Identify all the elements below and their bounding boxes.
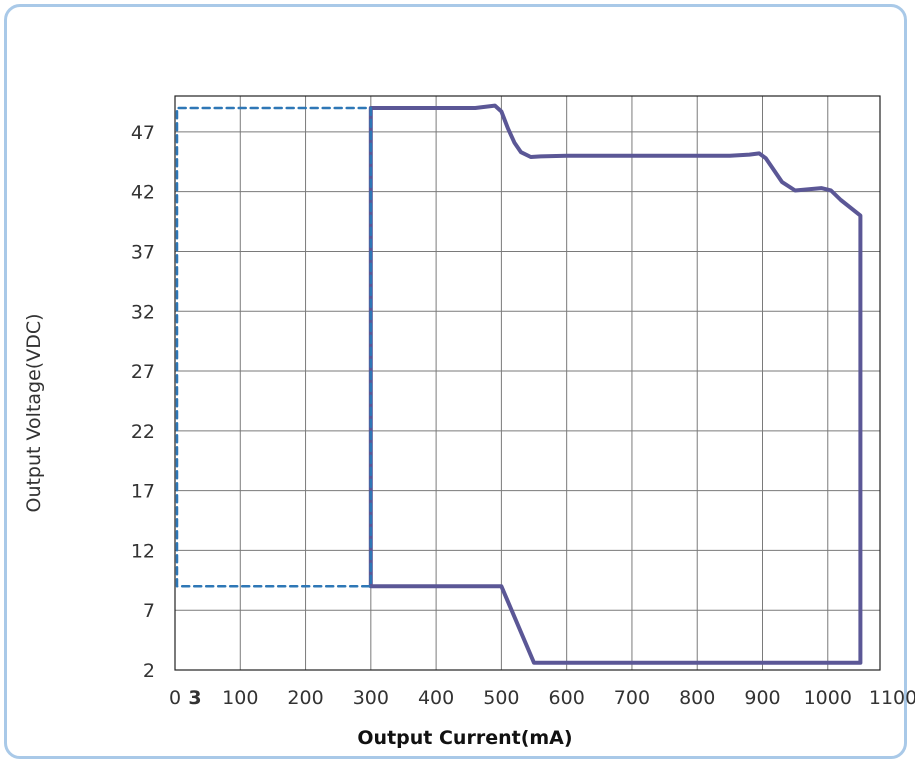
x-tick-label: 500 — [483, 687, 519, 709]
x-tick-labels: 0 100 200 300 400 500 600 700 800 900 1000 1100 3 — [169, 687, 915, 709]
y-tick-label: 2 — [143, 660, 155, 682]
y-tick-label: 7 — [143, 600, 155, 622]
x-tick-label: 0 — [169, 687, 181, 709]
x-extra-tick-label: 3 — [188, 687, 201, 709]
y-tick-label: 42 — [131, 182, 155, 204]
y-tick-label: 22 — [131, 421, 155, 443]
y-tick-label: 32 — [131, 301, 155, 323]
y-tick-label: 47 — [131, 122, 155, 144]
x-tick-label: 200 — [287, 687, 323, 709]
x-tick-label: 300 — [353, 687, 389, 709]
x-tick-label: 1000 — [804, 687, 852, 709]
y-tick-label: 37 — [131, 241, 155, 263]
grid — [174, 96, 880, 671]
series-group — [175, 103, 863, 665]
x-tick-label: 400 — [418, 687, 454, 709]
x-axis-title: Output Current(mA) — [357, 727, 572, 749]
x-tick-label: 100 — [222, 687, 258, 709]
plot-border — [174, 95, 881, 671]
x-tick-label: 600 — [549, 687, 585, 709]
dashed-region-outline — [175, 106, 373, 588]
operating-curve-line — [368, 103, 863, 665]
y-tick-label: 17 — [131, 481, 155, 503]
x-tick-label: 700 — [614, 687, 650, 709]
chart-frame — [4, 4, 907, 759]
x-tick-label: 800 — [679, 687, 715, 709]
y-tick-label: 12 — [131, 540, 155, 562]
x-tick-label: 900 — [744, 687, 780, 709]
x-tick-label: 1100 — [869, 687, 915, 709]
y-axis-title: Output Voltage(VDC) — [23, 313, 45, 512]
y-tick-label: 27 — [131, 361, 155, 383]
